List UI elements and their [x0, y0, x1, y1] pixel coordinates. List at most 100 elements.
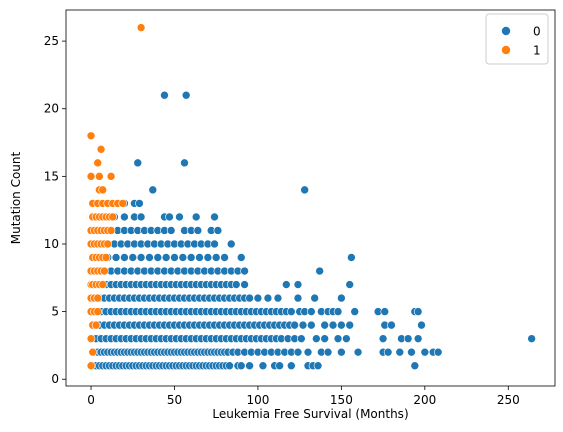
data-point-series-0	[320, 334, 329, 343]
data-point-series-1	[108, 212, 118, 222]
data-point-series-0	[333, 334, 343, 343]
data-point-series-0	[417, 320, 426, 330]
data-point-series-0	[433, 347, 443, 357]
data-point-series-0	[135, 199, 144, 208]
data-point-series-0	[420, 347, 430, 357]
data-point-series-1	[93, 307, 103, 316]
data-point-series-0	[395, 347, 405, 357]
plot-frame	[65, 9, 556, 387]
data-point-series-0	[350, 307, 360, 316]
data-point-series-0	[191, 212, 201, 222]
y-axis-label: Mutation Count	[9, 151, 23, 244]
data-point-series-0	[287, 307, 296, 316]
data-point-series-1	[98, 185, 108, 195]
legend-label-0: 0	[533, 25, 541, 39]
data-point-series-0	[153, 253, 163, 262]
data-point-series-1	[100, 266, 109, 276]
x-tick-label: 150	[330, 393, 353, 407]
data-point-series-0	[345, 280, 355, 289]
data-point-series-0	[403, 334, 413, 343]
data-point-series-1	[106, 226, 116, 235]
data-point-series-0	[353, 347, 363, 357]
y-axis: 0 5 10 15 20 25	[44, 34, 66, 386]
data-point-series-0	[178, 253, 188, 262]
data-point-series-1	[93, 293, 103, 303]
data-point-series-1	[98, 280, 108, 289]
data-point-series-1	[96, 145, 106, 154]
data-point-series-0	[136, 253, 146, 262]
data-point-series-0	[333, 307, 343, 316]
data-point-series-0	[290, 320, 299, 330]
data-point-series-0	[293, 347, 303, 357]
data-point-series-0	[203, 253, 213, 262]
data-point-series-0	[193, 226, 203, 235]
data-point-series-0	[165, 212, 174, 222]
data-point-series-0	[210, 212, 219, 222]
data-point-series-0	[236, 253, 246, 262]
data-point-series-0	[337, 320, 346, 330]
data-point-series-0	[345, 320, 355, 330]
data-point-series-0	[231, 280, 241, 289]
data-point-series-0	[387, 320, 396, 330]
data-point-series-1	[86, 361, 96, 371]
data-point-series-0	[315, 266, 324, 276]
data-point-series-1	[86, 131, 96, 141]
data-point-series-0	[175, 212, 184, 222]
data-point-series-0	[297, 334, 306, 343]
data-point-series-0	[303, 347, 313, 357]
data-point-series-0	[240, 280, 249, 289]
data-point-series-0	[148, 185, 158, 195]
data-point-series-0	[275, 361, 284, 371]
data-point-series-1	[86, 334, 96, 343]
data-point-series-0	[258, 361, 268, 371]
data-point-series-1	[95, 172, 104, 181]
data-point-series-1	[103, 239, 113, 249]
data-point-series-1	[88, 347, 98, 357]
data-point-series-1	[93, 158, 103, 168]
data-point-series-0	[293, 280, 303, 289]
data-point-series-0	[307, 307, 316, 316]
x-tick-label: 0	[87, 393, 95, 407]
y-tick-label: 25	[44, 34, 59, 48]
x-axis-label: Leukemia Free Survival (Months)	[212, 407, 408, 421]
data-point-series-0	[213, 226, 223, 235]
data-point-series-0	[225, 361, 234, 371]
data-point-series-0	[160, 90, 169, 100]
data-point-series-0	[527, 334, 536, 343]
data-point-series-0	[136, 212, 146, 222]
data-point-series-0	[320, 320, 329, 330]
data-point-series-0	[342, 334, 351, 343]
data-point-series-0	[337, 293, 346, 303]
y-tick-label: 20	[44, 102, 59, 116]
data-point-series-0	[378, 334, 388, 343]
y-tick-label: 0	[51, 372, 59, 386]
y-tick-label: 10	[44, 237, 59, 251]
data-point-series-0	[236, 361, 246, 371]
data-point-series-0	[410, 361, 420, 371]
data-point-series-0	[310, 293, 319, 303]
points-layer	[86, 23, 536, 371]
data-point-series-0	[313, 361, 323, 371]
data-point-series-0	[263, 293, 273, 303]
data-point-series-0	[300, 185, 309, 195]
data-point-series-1	[136, 23, 146, 32]
x-tick-label: 50	[167, 393, 182, 407]
data-point-series-0	[210, 239, 219, 249]
data-point-series-0	[170, 253, 179, 262]
data-point-series-0	[240, 266, 249, 276]
data-point-series-0	[220, 253, 229, 262]
data-point-series-1	[86, 172, 96, 181]
data-point-series-0	[323, 347, 333, 357]
data-point-series-0	[307, 320, 316, 330]
data-point-series-0	[186, 253, 196, 262]
data-point-series-0	[111, 253, 121, 262]
data-point-series-0	[312, 334, 321, 343]
data-point-series-1	[91, 320, 101, 330]
data-point-series-0	[133, 158, 143, 168]
data-point-series-0	[287, 361, 296, 371]
data-point-series-0	[195, 253, 204, 262]
data-point-series-0	[180, 158, 189, 168]
x-axis: 0 50 100 150 200 250	[87, 386, 520, 407]
data-point-series-0	[226, 239, 236, 249]
